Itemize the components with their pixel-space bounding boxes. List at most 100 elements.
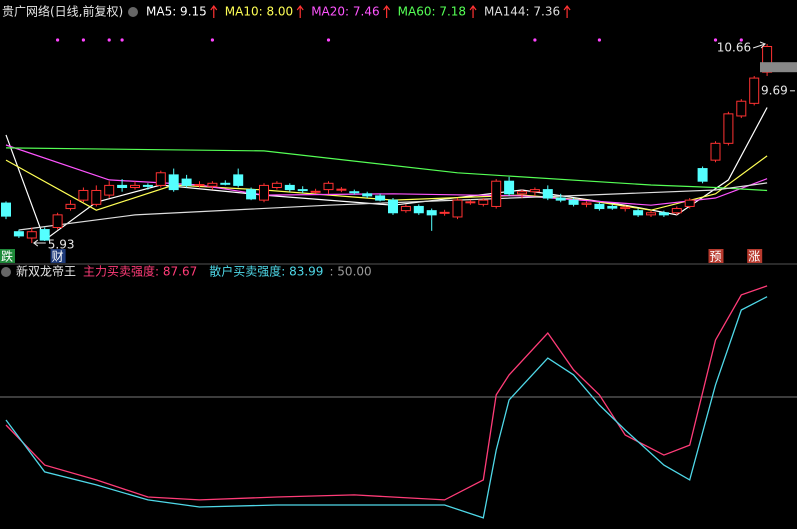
legend-entry: 主力买卖强度: 87.67: [83, 264, 197, 279]
candle-body: [349, 191, 360, 194]
candle-body: [594, 203, 605, 210]
candle-body: [65, 203, 76, 210]
candle-body: [117, 184, 128, 189]
candle-body: [749, 77, 760, 104]
signal-marker: [81, 38, 85, 42]
legend-entry: MA144: 7.36: [484, 5, 560, 19]
candle-body: [426, 210, 437, 216]
candle-body: [168, 174, 179, 191]
signal-marker: [713, 38, 718, 42]
indicator-line: [5, 296, 768, 519]
candle-body: [439, 211, 450, 214]
event-tag: [747, 249, 763, 263]
event-tag: [708, 249, 724, 263]
candle-body: [323, 182, 334, 191]
low-arrow: [32, 239, 46, 247]
candle-body: [91, 189, 102, 205]
candle-body: [259, 184, 269, 201]
price-tag: 9.69: [761, 83, 788, 97]
trend-arrow: [563, 5, 571, 18]
legend-entry: MA10: 8.00: [225, 5, 293, 19]
candle-body: [478, 199, 489, 205]
event-tag-label: 预: [709, 250, 721, 264]
candle-body: [710, 142, 721, 161]
candle-body: [155, 172, 166, 186]
reference-label: : 50.00: [329, 265, 371, 279]
candle-body: [207, 182, 218, 187]
legend-entry: MA60: 7.18: [398, 5, 466, 19]
high-label: 10.66: [717, 40, 751, 54]
candle-body: [529, 189, 540, 193]
candle-body: [78, 189, 89, 201]
signal-marker: [210, 38, 214, 42]
candle-body: [620, 206, 631, 210]
legend-entry: MA20: 7.46: [311, 5, 379, 19]
candle-body: [1, 202, 11, 217]
candle-body: [684, 199, 695, 207]
candle-body: [736, 100, 747, 117]
event-tag-label: 财: [52, 250, 64, 264]
candle-body: [104, 184, 115, 196]
low-label: 5.93: [48, 238, 75, 252]
candle-body: [581, 202, 592, 205]
candle-body: [504, 180, 515, 195]
candle-body: [465, 201, 476, 204]
price-band: [760, 62, 797, 73]
signal-marker: [326, 38, 331, 42]
candle-body: [52, 214, 63, 228]
candle-body: [400, 205, 411, 212]
event-tag: [0, 249, 15, 263]
event-tag: [50, 249, 66, 263]
trend-arrow: [469, 5, 477, 18]
trend-arrow: [383, 5, 391, 18]
candle-body: [762, 46, 773, 73]
trend-arrow: [296, 5, 304, 18]
trend-arrow: [210, 5, 218, 18]
event-tag-label: 涨: [748, 249, 760, 264]
candle-body: [723, 113, 734, 144]
candle-body: [646, 212, 656, 216]
candle-body: [671, 208, 682, 214]
candle-body: [491, 180, 502, 207]
menu-icon[interactable]: [1, 267, 11, 277]
signal-marker: [739, 38, 743, 42]
candle-body: [336, 188, 347, 191]
candle-body: [413, 205, 424, 214]
candle-body: [607, 205, 618, 209]
candle-body: [568, 199, 579, 205]
candle-body: [130, 184, 140, 189]
indicator-line: [5, 285, 768, 501]
candle-body: [297, 189, 308, 192]
candle-body: [194, 184, 205, 187]
candle-body: [375, 195, 386, 201]
candle-body: [284, 184, 295, 191]
candle-body: [388, 199, 398, 214]
candle-body: [362, 193, 373, 197]
candle-body: [542, 189, 553, 199]
candle-body: [181, 178, 192, 186]
candle-body: [697, 168, 708, 182]
signal-marker: [120, 38, 124, 42]
candle-body: [555, 197, 566, 201]
signal-marker: [107, 38, 111, 42]
signal-marker: [597, 38, 602, 42]
candle-body: [39, 229, 50, 241]
menu-icon[interactable]: [128, 7, 138, 17]
legend-entry: 散户买卖强度: 83.99: [209, 264, 323, 279]
candle-body: [233, 174, 244, 186]
candle-body: [310, 190, 321, 193]
indicator-title: 新双龙帝王: [16, 264, 76, 279]
chart-title: 贵广网络(日线,前复权): [2, 4, 123, 19]
event-tag-label: 跌: [1, 249, 13, 264]
candle-body: [271, 182, 282, 189]
signal-marker: [56, 38, 60, 42]
candle-body: [517, 191, 527, 195]
candle-body: [220, 182, 231, 185]
signal-marker: [533, 38, 537, 42]
candle-body: [26, 231, 37, 239]
legend-entry: MA5: 9.15: [146, 5, 207, 19]
high-arrow: [752, 41, 766, 49]
candle-body: [452, 199, 463, 218]
